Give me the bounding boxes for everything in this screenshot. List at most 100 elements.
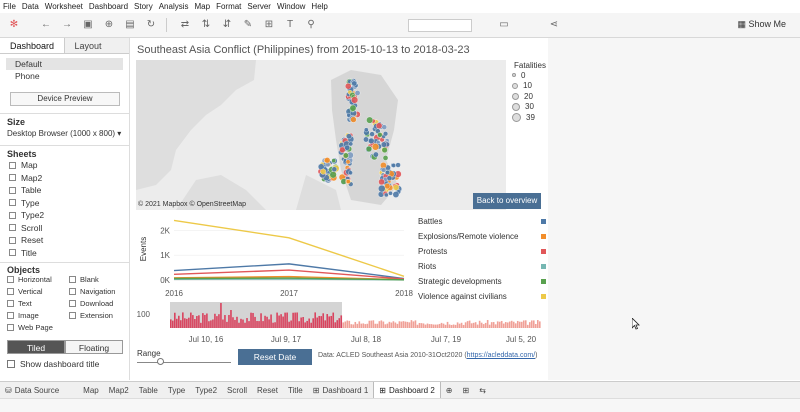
range-slider-track[interactable] — [137, 362, 231, 363]
timeline-bar[interactable] — [506, 322, 509, 328]
range-slider-handle[interactable] — [157, 358, 164, 365]
timeline-bar[interactable] — [380, 320, 383, 328]
timeline-bar[interactable] — [262, 321, 264, 328]
timeline-bar[interactable] — [200, 322, 202, 328]
timeline-bar[interactable] — [450, 324, 453, 328]
timeline-bar[interactable] — [388, 321, 391, 328]
series-line[interactable] — [173, 219, 405, 277]
timeline-bar[interactable] — [344, 321, 347, 328]
timeline-bar[interactable] — [422, 323, 425, 328]
timeline-bar[interactable] — [222, 319, 224, 328]
timeline-bar[interactable] — [242, 319, 244, 328]
legend-entry[interactable]: Protests — [418, 244, 546, 259]
timeline-bar[interactable] — [292, 312, 294, 328]
timeline-bar[interactable] — [368, 320, 371, 328]
event-point[interactable] — [382, 155, 389, 161]
timeline-bar[interactable] — [244, 322, 246, 328]
timeline-bar[interactable] — [408, 322, 411, 328]
timeline-bar[interactable] — [328, 316, 331, 328]
timeline-bar[interactable] — [508, 321, 511, 328]
new-data-source-icon[interactable]: ⊕ — [104, 19, 114, 30]
timeline-bar[interactable] — [454, 324, 457, 328]
timeline-bar[interactable] — [290, 320, 292, 328]
event-point[interactable] — [329, 171, 337, 179]
timeline-bar[interactable] — [452, 324, 455, 328]
timeline-bar[interactable] — [286, 312, 288, 328]
timeline-bar[interactable] — [474, 322, 477, 328]
timeline-bar[interactable] — [528, 322, 531, 328]
timeline-bar[interactable] — [338, 318, 341, 328]
tab-data-source[interactable]: ⛁ Data Source — [0, 382, 64, 399]
timeline-bar[interactable] — [432, 324, 435, 328]
timeline-bar[interactable] — [402, 321, 405, 328]
timeline-bar[interactable] — [256, 321, 258, 328]
timeline-bar[interactable] — [516, 320, 519, 328]
timeline-bar[interactable] — [172, 320, 174, 328]
timeline-bar[interactable] — [522, 320, 525, 328]
sheet-item[interactable]: Map2 — [0, 172, 129, 185]
timeline-bar[interactable] — [336, 320, 339, 328]
timeline-bar[interactable] — [240, 318, 242, 328]
timeline-bar[interactable] — [178, 315, 180, 328]
timeline-bar[interactable] — [280, 314, 282, 328]
timeline-bar[interactable] — [394, 322, 397, 328]
swap-icon[interactable]: ⇄ — [180, 19, 190, 30]
timeline-bar[interactable] — [202, 313, 204, 328]
timeline-bar[interactable] — [510, 320, 513, 328]
timeline-bar[interactable] — [504, 322, 507, 328]
event-point[interactable] — [391, 163, 397, 168]
timeline-bar-chart[interactable]: 100 Jul 10, 16 Jul 9, 17 Jul 8, 18 Jul 7, 19… — [136, 302, 546, 346]
device-default[interactable]: Default — [6, 58, 123, 70]
tab-sheet[interactable]: Scroll — [227, 385, 248, 395]
event-point[interactable] — [371, 143, 380, 151]
timeline-bar[interactable] — [356, 323, 359, 328]
timeline-bar[interactable] — [398, 321, 401, 328]
timeline-bar[interactable] — [374, 323, 377, 328]
timeline-bar[interactable] — [270, 314, 272, 328]
event-point[interactable] — [344, 144, 351, 151]
object-navigation[interactable]: Navigation — [69, 287, 131, 296]
highlight-icon[interactable]: ✎ — [243, 19, 253, 30]
timeline-bar[interactable] — [414, 320, 417, 328]
timeline-bar[interactable] — [312, 318, 314, 328]
event-point[interactable] — [381, 167, 387, 173]
tab-sheet[interactable]: Type — [167, 385, 186, 395]
timeline-bar[interactable] — [214, 313, 216, 328]
event-point[interactable] — [344, 82, 352, 90]
timeline-bar[interactable] — [384, 324, 387, 328]
timeline-bar[interactable] — [538, 321, 541, 328]
timeline-bar[interactable] — [438, 323, 441, 328]
tab-sheet[interactable]: Table — [138, 385, 158, 395]
timeline-bar[interactable] — [358, 321, 361, 328]
sort-asc-icon[interactable]: ⇅ — [201, 19, 211, 30]
timeline-bar[interactable] — [498, 321, 501, 328]
label-icon[interactable]: T — [286, 19, 294, 30]
timeline-bar[interactable] — [206, 313, 208, 328]
sheet-item[interactable]: Table — [0, 184, 129, 197]
floating-button[interactable]: Floating — [65, 340, 123, 354]
legend-entry[interactable]: Strategic developments — [418, 274, 546, 289]
timeline-bar[interactable] — [226, 321, 228, 328]
timeline-bar[interactable] — [410, 320, 413, 328]
timeline-bar[interactable] — [324, 320, 327, 328]
timeline-bar[interactable] — [484, 322, 487, 328]
timeline-bar[interactable] — [466, 321, 469, 328]
timeline-bar[interactable] — [220, 303, 222, 328]
tiled-button[interactable]: Tiled — [7, 340, 65, 354]
event-point[interactable] — [351, 80, 358, 87]
timeline-bar[interactable] — [424, 324, 427, 328]
timeline-bar[interactable] — [194, 319, 196, 328]
menu-map[interactable]: Map — [194, 2, 211, 11]
timeline-bar[interactable] — [420, 323, 423, 328]
timeline-bar[interactable] — [532, 320, 535, 328]
sheet-item[interactable]: Reset — [0, 234, 129, 247]
timeline-bar[interactable] — [464, 322, 467, 328]
timeline-bar[interactable] — [276, 312, 278, 328]
menu-worksheet[interactable]: Worksheet — [44, 2, 83, 11]
share-icon[interactable]: ⋖ — [549, 19, 559, 30]
event-point[interactable] — [346, 133, 352, 140]
timeline-bar[interactable] — [232, 317, 234, 328]
series-line[interactable] — [173, 269, 405, 280]
event-point[interactable] — [354, 90, 361, 96]
timeline-bar[interactable] — [174, 312, 176, 328]
